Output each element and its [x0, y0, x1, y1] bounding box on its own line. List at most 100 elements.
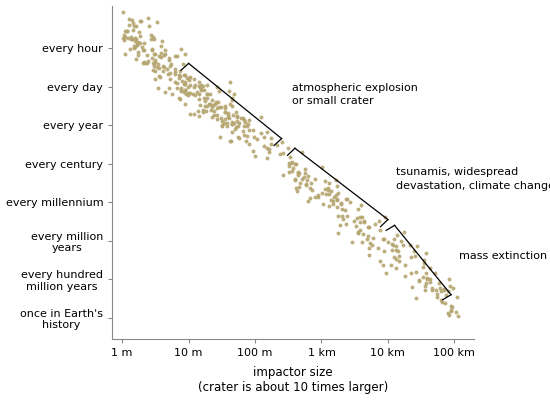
Point	[164, 55, 173, 61]
Point	[135, 29, 144, 36]
Point	[170, 79, 179, 86]
Point	[200, 98, 209, 104]
Point	[352, 223, 361, 230]
Point	[139, 59, 148, 65]
Point	[232, 118, 241, 124]
Point	[395, 258, 404, 264]
Point	[171, 53, 180, 59]
Point	[387, 241, 396, 247]
Point	[225, 138, 234, 144]
Point	[182, 91, 191, 98]
Point	[298, 176, 306, 183]
Point	[290, 177, 299, 183]
Point	[154, 60, 163, 67]
Point	[130, 42, 139, 49]
Point	[360, 219, 368, 226]
Point	[394, 248, 403, 254]
Point	[426, 279, 434, 285]
Point	[228, 129, 237, 135]
Point	[130, 44, 139, 51]
Point	[156, 50, 165, 56]
Point	[301, 166, 310, 172]
Point	[345, 199, 354, 205]
Point	[151, 76, 160, 83]
Point	[248, 127, 257, 133]
Point	[425, 265, 434, 271]
Point	[348, 239, 356, 245]
Point	[286, 160, 295, 166]
Point	[360, 218, 368, 224]
Point	[379, 248, 388, 254]
Point	[135, 33, 144, 40]
Point	[292, 161, 301, 168]
Point	[329, 200, 338, 207]
Point	[314, 194, 322, 200]
Point	[358, 213, 366, 220]
Point	[251, 153, 260, 160]
Point	[184, 90, 192, 96]
Point	[184, 75, 193, 81]
Point	[379, 236, 388, 242]
Point	[172, 80, 181, 86]
Point	[228, 95, 236, 102]
Point	[288, 159, 297, 165]
Point	[238, 115, 247, 122]
Point	[422, 276, 431, 283]
Point	[197, 86, 206, 92]
Point	[161, 47, 170, 54]
Point	[354, 229, 362, 235]
Point	[195, 84, 204, 90]
Point	[392, 242, 401, 249]
Point	[267, 135, 276, 142]
Point	[218, 118, 227, 124]
Point	[390, 236, 399, 242]
Point	[129, 22, 138, 29]
Point	[128, 36, 137, 42]
Point	[213, 105, 222, 111]
Point	[213, 99, 222, 105]
Point	[140, 47, 148, 54]
Point	[354, 206, 363, 212]
Point	[392, 247, 400, 253]
Point	[198, 107, 207, 114]
Point	[356, 214, 365, 220]
Point	[369, 235, 378, 242]
Point	[140, 40, 148, 46]
Point	[371, 221, 380, 228]
Point	[188, 91, 197, 98]
Point	[304, 172, 313, 179]
Point	[365, 223, 374, 230]
Point	[420, 260, 429, 266]
Point	[318, 164, 327, 170]
Point	[249, 147, 257, 154]
Point	[202, 90, 211, 97]
Point	[303, 176, 312, 183]
Point	[342, 196, 350, 202]
Point	[195, 102, 204, 108]
Point	[364, 224, 372, 230]
Point	[337, 201, 345, 208]
Point	[325, 191, 334, 197]
Point	[293, 170, 302, 176]
Point	[265, 146, 273, 152]
Point	[415, 277, 424, 284]
Point	[131, 36, 140, 42]
Point	[146, 35, 155, 42]
Point	[343, 196, 351, 202]
Point	[235, 135, 244, 141]
Point	[138, 44, 146, 51]
Point	[392, 256, 400, 262]
Point	[177, 87, 185, 93]
Point	[342, 221, 350, 228]
Point	[230, 126, 239, 133]
Point	[330, 193, 339, 200]
Point	[199, 108, 207, 115]
Point	[294, 169, 302, 175]
Point	[278, 172, 287, 178]
Point	[272, 142, 281, 148]
Point	[240, 116, 249, 123]
Point	[411, 269, 420, 276]
Point	[151, 58, 160, 65]
Point	[295, 184, 304, 190]
Point	[223, 123, 232, 129]
